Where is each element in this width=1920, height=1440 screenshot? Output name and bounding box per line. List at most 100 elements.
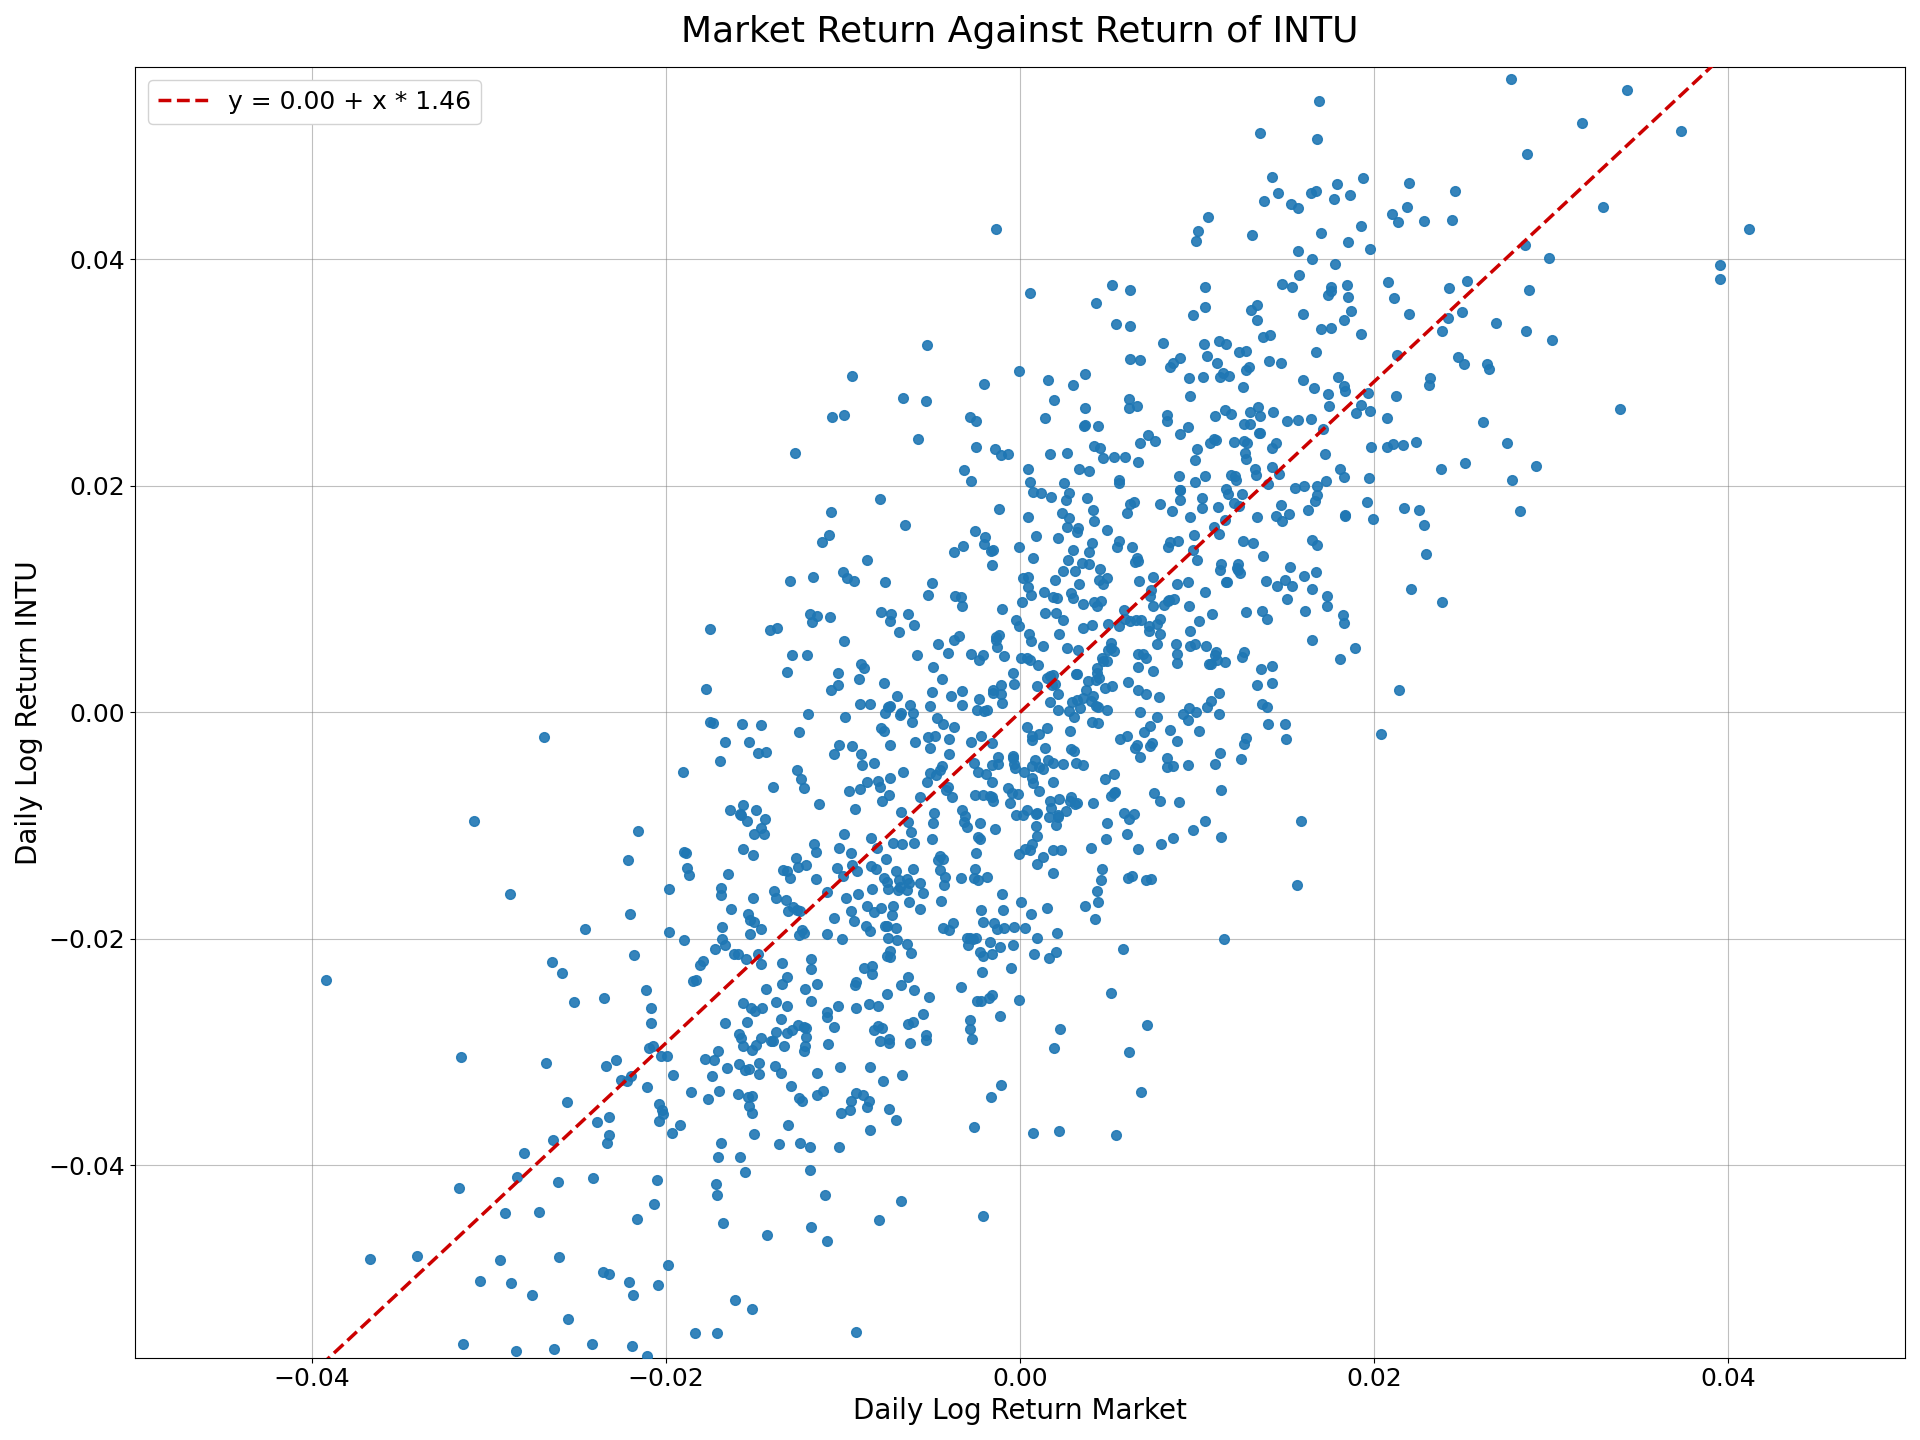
Point [841,1081,872,1104]
Point [885,876,916,899]
Point [933,743,964,766]
Point [868,672,899,696]
Point [966,828,996,851]
Point [1012,505,1043,528]
Point [1734,217,1764,240]
Point [1131,683,1162,706]
Point [1160,632,1190,655]
Point [856,955,887,978]
Point [1060,662,1091,685]
Point [856,878,887,901]
Point [1284,264,1315,287]
Point [1054,700,1085,723]
Point [918,680,948,703]
Point [1231,726,1261,749]
Point [1029,737,1060,760]
Point [766,1007,797,1030]
Point [1135,714,1165,737]
Point [1077,531,1108,554]
Point [1035,789,1066,812]
Point [998,662,1029,685]
Point [914,726,945,749]
Point [989,899,1020,922]
Point [981,917,1012,940]
Point [1240,458,1271,481]
Point [1221,469,1252,492]
Point [1077,498,1108,521]
Point [789,922,820,945]
Point [1108,599,1139,622]
Point [876,766,906,789]
Point [1069,363,1100,386]
Point [547,962,578,985]
Point [799,832,829,855]
Point [1252,696,1283,719]
Point [977,732,1008,755]
Point [1233,356,1263,379]
Point [1346,395,1377,418]
Point [812,880,843,903]
Point [1140,429,1171,452]
Point [664,1113,695,1136]
Point [958,867,989,890]
Point [876,603,906,626]
Point [1392,194,1423,217]
Point [801,1083,831,1106]
Point [1164,478,1194,501]
Point [1219,465,1250,488]
Point [1081,694,1112,717]
Point [814,606,845,629]
Point [1165,346,1196,369]
Point [812,1230,843,1253]
Point [749,822,780,845]
Point [1023,654,1054,677]
Point [1044,1120,1075,1143]
Point [1148,593,1179,616]
Point [1357,507,1388,530]
Point [1206,553,1236,576]
Point [1058,373,1089,396]
Point [687,950,718,973]
Point [747,996,778,1020]
Point [912,334,943,357]
Point [1208,361,1238,384]
Point [1244,121,1275,144]
Point [1300,180,1331,203]
Point [1016,838,1046,861]
Point [1096,274,1127,297]
Point [760,887,791,910]
Point [789,1034,820,1057]
Point [972,698,1002,721]
Point [1152,403,1183,426]
Point [799,566,829,589]
Point [1129,720,1160,743]
Point [1265,351,1296,374]
Point [676,1080,707,1103]
Point [874,733,904,756]
Point [1012,799,1043,822]
Point [893,602,924,625]
Point [1083,696,1114,719]
Point [553,1308,584,1331]
Point [1054,789,1085,812]
Point [962,868,993,891]
Point [1056,691,1087,714]
Point [787,1090,818,1113]
Point [829,822,860,845]
Point [854,920,885,943]
Point [906,881,937,904]
Point [737,844,768,867]
Point [1004,359,1035,382]
Point [966,989,996,1012]
Point [1432,307,1463,330]
Point [722,1081,753,1104]
Point [854,693,885,716]
Point [495,1272,526,1295]
Point [977,984,1008,1007]
Point [1223,494,1254,517]
Point [1016,832,1046,855]
Point [758,1030,789,1053]
Point [818,743,849,766]
Point [954,927,985,950]
Point [895,821,925,844]
